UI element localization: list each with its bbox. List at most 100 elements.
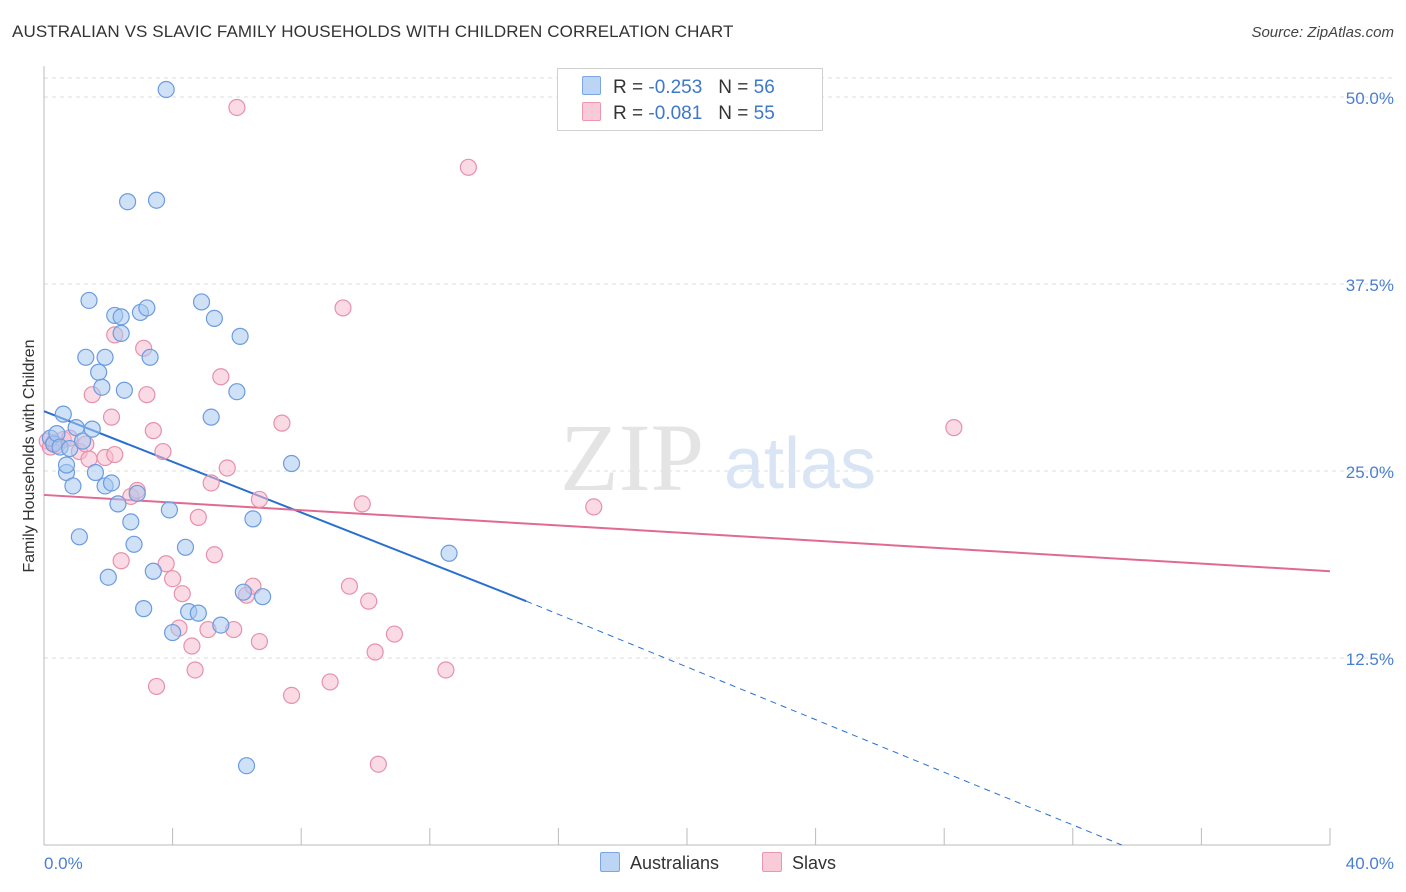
slavs-point-48 xyxy=(369,755,387,773)
australians-point-23 xyxy=(109,495,127,513)
australians-point-25 xyxy=(112,324,130,342)
data-points xyxy=(38,80,963,775)
slavs-point-45 xyxy=(353,495,371,513)
slavs-legend-swatch xyxy=(762,852,782,872)
correlation-legend: R = -0.253 N = 56 R = -0.081 N = 55 xyxy=(557,68,823,131)
slavs-point-28 xyxy=(189,508,207,526)
watermark-atlas: atlas xyxy=(724,424,876,504)
slavs-point-14 xyxy=(112,552,130,570)
slavs-point-32 xyxy=(212,368,230,386)
slavs-n-label: N = xyxy=(718,103,749,124)
australians-point-42 xyxy=(189,604,207,622)
australians-point-34 xyxy=(141,348,159,366)
australians-point-12 xyxy=(77,348,95,366)
australians-point-17 xyxy=(93,378,111,396)
slavs-point-42 xyxy=(321,673,339,691)
australians-point-39 xyxy=(164,623,182,642)
slavs-n-value: 55 xyxy=(753,103,775,124)
australians-point-52 xyxy=(254,588,272,606)
australians-trend-extension xyxy=(526,600,1122,846)
slavs-point-12 xyxy=(106,445,124,464)
australians-swatch xyxy=(582,76,601,95)
australians-point-27 xyxy=(118,193,137,211)
slavs-point-40 xyxy=(273,414,291,432)
bottom-legend-australians[interactable]: Australians xyxy=(600,852,719,874)
slavs-point-46 xyxy=(360,592,378,610)
y-axis-label: Family Households with Children xyxy=(21,340,38,573)
slavs-point-21 xyxy=(154,442,172,461)
australians-point-4 xyxy=(54,405,72,423)
slavs-point-31 xyxy=(205,546,223,564)
slavs-point-52 xyxy=(585,498,603,516)
slavs-point-19 xyxy=(144,422,162,440)
australians-point-24 xyxy=(112,308,130,326)
chart-title: AUSTRALIAN VS SLAVIC FAMILY HOUSEHOLDS W… xyxy=(12,22,734,41)
slavs-point-50 xyxy=(437,661,455,679)
australians-point-16 xyxy=(90,363,108,381)
y-tick-label-3: 50.0% xyxy=(1346,89,1394,108)
axes xyxy=(43,66,1331,846)
australians-point-6 xyxy=(57,456,76,474)
australians-point-19 xyxy=(96,348,114,366)
australians-point-14 xyxy=(83,420,101,438)
australians-point-54 xyxy=(440,544,458,562)
australians-point-50 xyxy=(237,757,256,775)
slavs-point-27 xyxy=(186,661,204,679)
australians-point-53 xyxy=(282,454,301,473)
slavs-point-35 xyxy=(228,98,246,117)
slavs-point-30 xyxy=(202,474,220,492)
slavs-r-value: -0.081 xyxy=(648,103,703,124)
australians-point-11 xyxy=(73,432,92,450)
slavs-legend-label: Slavs xyxy=(792,853,837,873)
slavs-point-26 xyxy=(183,637,201,655)
x-tick-label-0: 0.0% xyxy=(44,854,83,873)
slavs-point-11 xyxy=(102,408,121,426)
australians-point-45 xyxy=(205,309,223,328)
slavs-point-41 xyxy=(282,686,301,705)
australians-point-15 xyxy=(86,463,105,482)
bottom-legend-slavs[interactable]: Slavs xyxy=(762,852,836,874)
australians-point-36 xyxy=(147,191,166,209)
slavs-point-44 xyxy=(340,577,359,595)
australians-point-28 xyxy=(122,513,140,531)
slavs-point-20 xyxy=(147,677,166,696)
slavs-swatch xyxy=(582,102,601,121)
slavs-point-39 xyxy=(250,632,269,651)
source-label: Source: ZipAtlas.com xyxy=(1251,24,1394,41)
australians-point-51 xyxy=(244,510,262,528)
slavs-point-53 xyxy=(945,419,963,437)
australians-point-46 xyxy=(212,616,230,634)
legend-row-slavs: R = -0.081 N = 55 xyxy=(582,102,775,126)
watermark-zip: ZIP xyxy=(560,404,704,511)
slavs-point-25 xyxy=(173,585,191,603)
australians-point-43 xyxy=(192,293,211,311)
slavs-point-23 xyxy=(164,570,182,588)
australians-point-7 xyxy=(61,439,79,458)
australians-point-29 xyxy=(125,535,143,553)
australians-legend-swatch xyxy=(600,852,620,872)
australians-point-48 xyxy=(231,327,249,345)
australians-n-label: N = xyxy=(718,77,749,98)
australians-point-47 xyxy=(228,383,246,401)
slavs-point-22 xyxy=(157,555,175,573)
y-tick-label-0: 12.5% xyxy=(1346,650,1394,669)
watermark: ZIP atlas xyxy=(560,404,876,511)
slavs-point-43 xyxy=(334,299,352,317)
tick-labels: 12.5% 25.0% 37.5% 50.0% 0.0% 40.0% xyxy=(44,89,1394,873)
australians-point-20 xyxy=(99,568,117,586)
slavs-point-38 xyxy=(250,490,269,509)
slavs-point-47 xyxy=(366,643,384,661)
legend-row-australians: R = -0.253 N = 56 xyxy=(582,76,775,100)
australians-point-13 xyxy=(80,291,98,310)
slavs-r-label: R = xyxy=(613,103,644,124)
australians-r-value: -0.253 xyxy=(648,77,703,98)
australians-point-21 xyxy=(102,474,121,492)
australians-point-8 xyxy=(64,477,82,495)
y-tick-label-2: 37.5% xyxy=(1346,276,1394,295)
australians-point-10 xyxy=(70,528,88,546)
australians-point-38 xyxy=(160,501,178,519)
slavs-point-18 xyxy=(138,386,156,404)
australians-point-37 xyxy=(157,80,175,99)
australians-r-label: R = xyxy=(613,77,644,98)
